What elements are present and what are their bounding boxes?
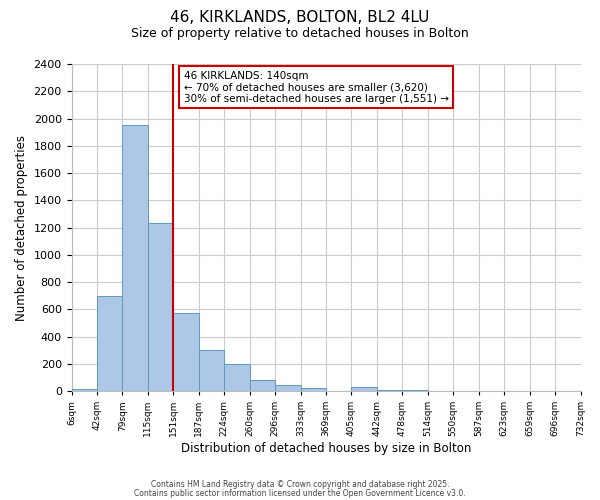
Y-axis label: Number of detached properties: Number of detached properties — [15, 134, 28, 320]
Text: 46 KIRKLANDS: 140sqm
← 70% of detached houses are smaller (3,620)
30% of semi-de: 46 KIRKLANDS: 140sqm ← 70% of detached h… — [184, 70, 449, 104]
Bar — [97, 296, 122, 391]
Text: Contains public sector information licensed under the Open Government Licence v3: Contains public sector information licen… — [134, 488, 466, 498]
Bar — [71, 389, 97, 391]
X-axis label: Distribution of detached houses by size in Bolton: Distribution of detached houses by size … — [181, 442, 471, 455]
Text: 46, KIRKLANDS, BOLTON, BL2 4LU: 46, KIRKLANDS, BOLTON, BL2 4LU — [170, 10, 430, 25]
Bar — [352, 387, 377, 391]
Bar — [250, 380, 275, 391]
Text: Size of property relative to detached houses in Bolton: Size of property relative to detached ho… — [131, 28, 469, 40]
Bar — [275, 385, 301, 391]
Bar — [148, 224, 173, 391]
Bar — [224, 364, 250, 391]
Bar — [403, 390, 428, 391]
Bar — [173, 312, 199, 391]
Bar — [199, 350, 224, 391]
Bar — [301, 388, 326, 391]
Bar — [122, 126, 148, 391]
Bar — [377, 390, 403, 391]
Text: Contains HM Land Registry data © Crown copyright and database right 2025.: Contains HM Land Registry data © Crown c… — [151, 480, 449, 489]
